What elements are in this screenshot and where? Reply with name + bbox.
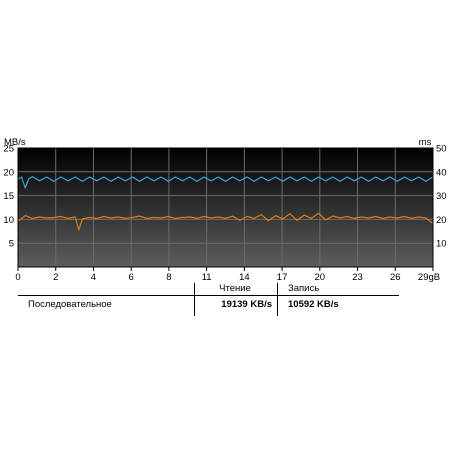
x-tick-label: 0 <box>15 272 20 283</box>
x-tick-label: 8 <box>166 272 171 283</box>
plot-border <box>17 147 434 268</box>
y-right-axis-label: ms <box>419 137 432 148</box>
x-tick-label: 17 <box>277 272 288 283</box>
y-left-axis-label: MB/s <box>4 137 26 148</box>
x-tick-label: 6 <box>129 272 134 283</box>
x-tick-label: 14 <box>239 272 250 283</box>
x-tick-label: 26 <box>390 272 401 283</box>
y-left-tick-label: 10 <box>3 215 14 226</box>
series-lines <box>17 176 434 231</box>
read-speed-series-line <box>17 176 434 189</box>
table-divider-right <box>277 283 278 316</box>
x-tick-label: 20 <box>315 272 326 283</box>
read-column-header: Чтение <box>219 283 251 294</box>
x-tick-label: 4 <box>91 272 96 283</box>
y-left-tick-label: 25 <box>3 144 14 155</box>
table-divider-left <box>194 283 195 316</box>
read-speed-value: 19139 KB/s <box>221 299 272 310</box>
y-left-tick-label: 5 <box>9 239 14 250</box>
y-left-tick-label: 20 <box>3 167 14 178</box>
y-right-tick-label: 10 <box>436 239 447 250</box>
y-right-tick-label: 40 <box>436 167 447 178</box>
x-tick-label: 2 <box>53 272 58 283</box>
y-right-tick-label: 20 <box>436 215 447 226</box>
axis-ticks: 5 10 15 20 25 10 20 30 40 50 0 2 4 6 8 11 14 17 20 23 26 29gB <box>3 144 446 284</box>
x-tick-label: 23 <box>352 272 363 283</box>
y-right-tick-label: 30 <box>436 191 447 202</box>
write-speed-value: 10592 KB/s <box>288 299 339 310</box>
write-speed-series-line <box>17 212 434 231</box>
x-tick-label: 29gB <box>418 272 440 283</box>
plot-area <box>18 148 433 267</box>
y-left-tick-label: 15 <box>3 191 14 202</box>
x-tick-label: 11 <box>202 272 212 283</box>
y-right-tick-label: 50 <box>436 144 447 155</box>
write-column-header: Запись <box>288 283 320 294</box>
table-rule-top <box>18 295 399 296</box>
sequential-row-label: Последовательное <box>28 299 112 310</box>
